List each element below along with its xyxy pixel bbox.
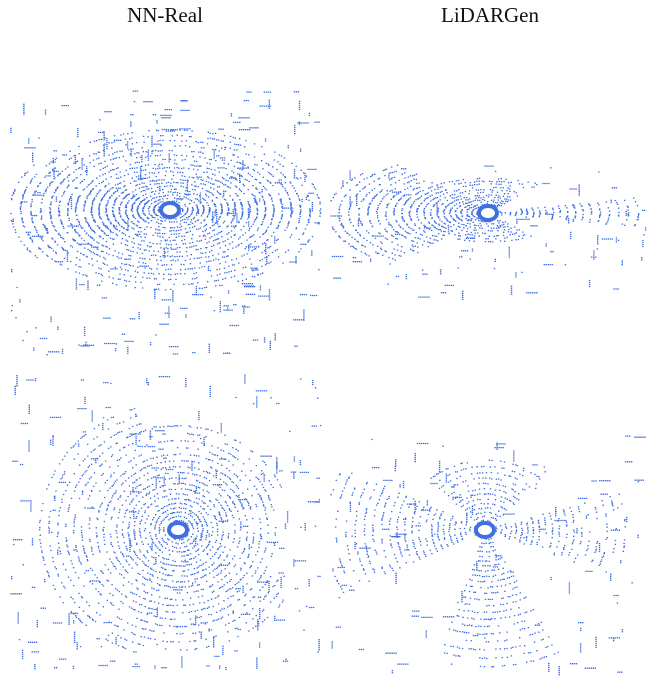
point-clouds <box>10 90 647 676</box>
point-cloud <box>10 374 322 671</box>
column-heading: LiDARGen <box>441 3 539 27</box>
column-heading: NN-Real <box>127 3 203 27</box>
point-cloud <box>330 164 647 300</box>
ego-vehicle <box>159 201 181 219</box>
point-cloud <box>10 90 322 356</box>
ego-vehicle <box>167 521 189 539</box>
point-cloud <box>330 435 646 676</box>
ego-vehicle <box>477 204 499 222</box>
ego-vehicle <box>474 521 496 539</box>
